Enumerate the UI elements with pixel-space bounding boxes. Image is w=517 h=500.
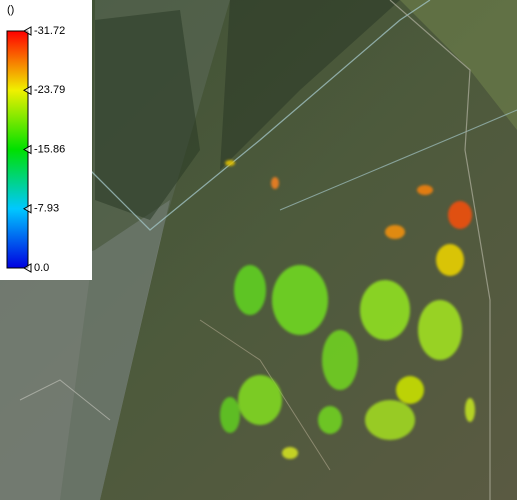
tick-label: 0.0 bbox=[34, 262, 49, 274]
tick-marker bbox=[22, 203, 32, 214]
tick-marker bbox=[22, 85, 32, 96]
tick-label: -15.86 bbox=[34, 143, 65, 155]
tick-label: -7.93 bbox=[34, 203, 59, 215]
tick-marker bbox=[22, 26, 32, 36]
tick-marker bbox=[22, 263, 32, 273]
legend-title: () bbox=[7, 4, 14, 16]
deformation-overlay bbox=[220, 160, 475, 459]
tick-label: -23.79 bbox=[34, 84, 65, 96]
legend: () -31.72 -23.79 -15.86 -7.93 0.0 bbox=[0, 0, 92, 280]
tick-label: -31.72 bbox=[34, 25, 65, 37]
tick-marker bbox=[22, 144, 32, 155]
